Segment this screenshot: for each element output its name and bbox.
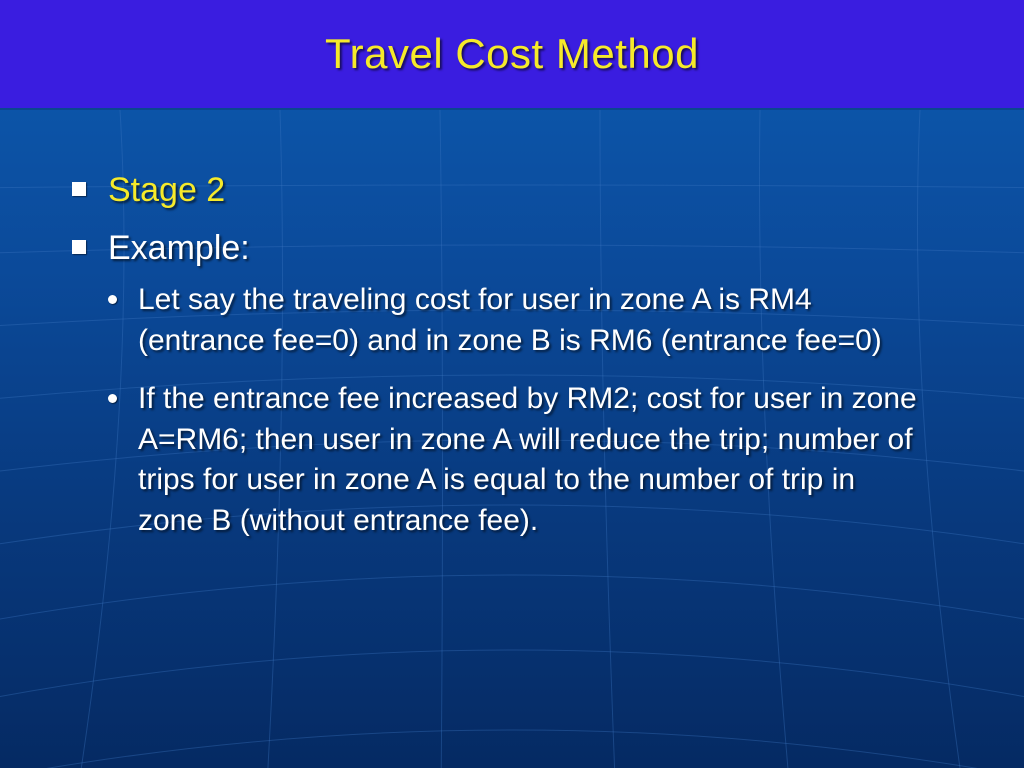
list-item: Example: Let say the traveling cost for … — [72, 226, 964, 541]
bullet-text-accent: Stage 2 — [108, 171, 225, 209]
list-item: Stage 2 — [72, 168, 964, 212]
slide-title: Travel Cost Method — [325, 30, 699, 78]
bullet-text: Example: — [108, 229, 250, 267]
title-bar: Travel Cost Method — [0, 0, 1024, 108]
list-item: If the entrance fee increased by RM2; co… — [108, 379, 928, 541]
slide-body: Stage 2 Example: Let say the traveling c… — [0, 108, 1024, 599]
list-item: Let say the traveling cost for user in z… — [108, 280, 928, 361]
bullet-list-level1: Stage 2 Example: Let say the traveling c… — [72, 168, 964, 541]
bullet-list-level2: Let say the traveling cost for user in z… — [108, 280, 964, 541]
slide: Travel Cost Method Stage 2 Example: Let … — [0, 0, 1024, 768]
